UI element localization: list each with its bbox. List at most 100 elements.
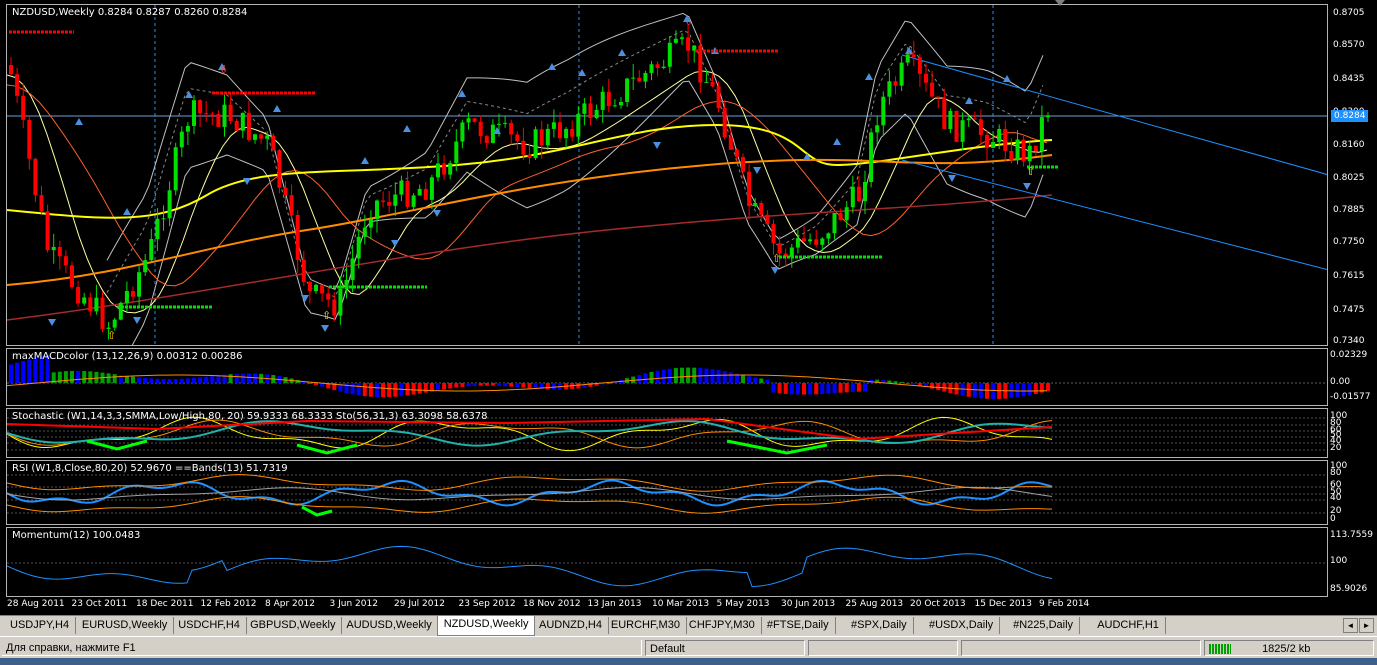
candle-bull bbox=[905, 54, 910, 63]
stochastic-panel[interactable]: Stochastic (W1,14,3,3,SMMA,Low/High,80, … bbox=[6, 408, 1328, 458]
chart-window[interactable]: NZDUSD,Weekly 0.8284 0.8287 0.8260 0.828… bbox=[0, 0, 1377, 615]
candle-bear bbox=[509, 122, 514, 135]
macd-bar bbox=[1027, 383, 1032, 396]
macd-bar bbox=[856, 383, 861, 392]
candle-bear bbox=[588, 103, 593, 118]
candle-bear bbox=[45, 211, 50, 251]
macd-bar bbox=[362, 383, 367, 397]
candle-bear bbox=[301, 259, 306, 283]
indicator-level-label: 20 bbox=[1330, 443, 1342, 453]
status-profile: Default bbox=[645, 640, 805, 656]
date-label: 23 Oct 2011 bbox=[71, 599, 128, 609]
macd-bar bbox=[1021, 383, 1026, 397]
chart-tab[interactable]: AUDCHF,H1 bbox=[1091, 617, 1166, 634]
macd-bar bbox=[131, 376, 135, 383]
candle-bull bbox=[436, 163, 440, 178]
macd-bar bbox=[1046, 383, 1050, 392]
fractal-arrow-icon bbox=[683, 15, 691, 22]
chart-tab[interactable]: #SPX,Daily bbox=[845, 617, 914, 634]
indicator-level-label: 40 bbox=[1330, 436, 1342, 446]
rsi-band-upper bbox=[7, 474, 1053, 492]
date-label: 18 Nov 2012 bbox=[523, 599, 581, 609]
scroll-left-icon[interactable]: ◄ bbox=[1343, 618, 1358, 633]
fractal-arrow-icon bbox=[301, 295, 309, 302]
candle-bull bbox=[1015, 139, 1020, 161]
macd-bar bbox=[301, 381, 306, 383]
current-price-tag: 0.8284 bbox=[1331, 110, 1368, 122]
candle-bull bbox=[948, 110, 953, 130]
chart-tab[interactable]: EURCHF,M30 bbox=[605, 617, 687, 634]
candle-bull bbox=[399, 180, 404, 195]
chart-tab[interactable]: AUDUSD,Weekly bbox=[340, 617, 439, 634]
ma-brown bbox=[7, 194, 1053, 321]
candle-bear bbox=[802, 238, 806, 242]
chart-tab[interactable]: USDCHF,H4 bbox=[172, 617, 247, 634]
candle-bull bbox=[631, 77, 636, 79]
candle-bull bbox=[448, 163, 453, 175]
candle-bear bbox=[515, 134, 520, 141]
fractal-arrow-icon bbox=[833, 138, 841, 145]
chart-tab[interactable]: #USDX,Daily bbox=[923, 617, 1001, 634]
candle-bull bbox=[466, 118, 471, 123]
scroll-right-icon[interactable]: ► bbox=[1359, 618, 1374, 633]
candle-bull bbox=[564, 129, 569, 139]
candle-bear bbox=[131, 291, 135, 297]
macd-bar bbox=[643, 373, 648, 383]
candle-bull bbox=[1027, 145, 1032, 162]
macd-bar bbox=[911, 383, 916, 385]
chart-tab[interactable]: NZDUSD,Weekly bbox=[436, 616, 536, 636]
candle-bear bbox=[942, 97, 947, 130]
macd-bar bbox=[863, 383, 867, 392]
chart-tab[interactable]: EURUSD,Weekly bbox=[76, 617, 175, 634]
macd-bar bbox=[661, 369, 666, 383]
price-panel-title: NZDUSD,Weekly 0.8284 0.8287 0.8260 0.828… bbox=[12, 7, 248, 18]
chart-tab[interactable]: USDJPY,H4 bbox=[4, 617, 77, 634]
macd-bar bbox=[375, 383, 379, 398]
buy-signal-icon: ⇧ bbox=[322, 309, 331, 322]
macd-bar bbox=[356, 383, 361, 396]
candle-bull bbox=[118, 302, 123, 320]
chart-tab[interactable]: AUDNZD,H4 bbox=[533, 617, 609, 634]
fractal-arrow-icon bbox=[243, 178, 251, 185]
macd-bar bbox=[1033, 383, 1038, 394]
candle-bull bbox=[350, 258, 355, 280]
macd-bar bbox=[472, 383, 477, 386]
candle-bear bbox=[710, 81, 715, 87]
rsi-panel[interactable]: RSI (W1,8,Close,80,20) 52.9670 ==Bands(1… bbox=[6, 460, 1328, 525]
candle-bear bbox=[570, 129, 575, 137]
price-level-label: 0.7885 bbox=[1333, 205, 1365, 215]
candle-bear bbox=[283, 187, 288, 196]
macd-bar bbox=[594, 383, 599, 386]
macd-bar bbox=[545, 383, 550, 390]
macd-bar bbox=[741, 374, 745, 383]
candle-bear bbox=[728, 137, 733, 150]
candle-bear bbox=[985, 134, 989, 148]
macd-bar bbox=[387, 383, 392, 398]
momentum-panel[interactable]: Momentum(12) 100.0483 bbox=[6, 527, 1328, 597]
price-level-label: 0.7475 bbox=[1333, 305, 1365, 315]
price-panel[interactable]: NZDUSD,Weekly 0.8284 0.8287 0.8260 0.828… bbox=[6, 4, 1328, 346]
macd-bar bbox=[33, 357, 38, 383]
price-level-label: 0.7615 bbox=[1333, 271, 1365, 281]
chart-tab[interactable]: GBPUSD,Weekly bbox=[244, 617, 343, 634]
candle-bull bbox=[124, 291, 129, 303]
indicator-level-label: 113.7559 bbox=[1330, 530, 1373, 540]
chart-shift-marker[interactable] bbox=[1055, 0, 1065, 6]
date-label: 29 Jul 2012 bbox=[394, 599, 445, 609]
candle-bull bbox=[143, 260, 148, 273]
candle-bear bbox=[70, 265, 74, 287]
macd-bar bbox=[881, 379, 886, 383]
indicator-level-label: 80 bbox=[1330, 418, 1342, 428]
rsi-lines bbox=[7, 474, 1327, 517]
candle-bull bbox=[362, 227, 367, 237]
status-traffic: 1825/2 kb bbox=[1204, 640, 1374, 656]
macd-panel[interactable]: maxMACDcolor (13,12,26,9) 0.00312 0.0028… bbox=[6, 348, 1328, 406]
chart-tab[interactable]: #FTSE,Daily bbox=[761, 617, 836, 634]
macd-bar bbox=[728, 372, 733, 383]
chart-tab[interactable]: CHFJPY,M30 bbox=[683, 617, 762, 634]
candle-bear bbox=[387, 201, 392, 206]
candle-bear bbox=[917, 57, 922, 74]
chart-tab[interactable]: #N225,Daily bbox=[1007, 617, 1081, 634]
rsi-oversold-highlight bbox=[301, 505, 333, 517]
candle-bear bbox=[771, 224, 776, 244]
